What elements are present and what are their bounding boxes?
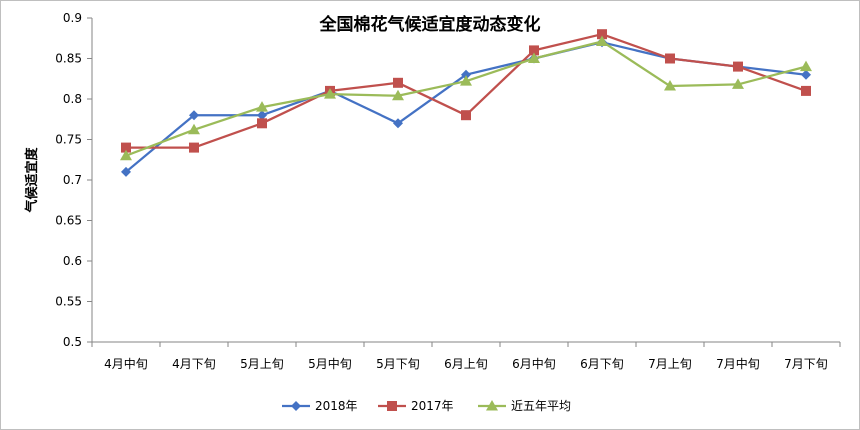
data-point bbox=[392, 89, 404, 101]
x-tick-label: 7月上旬 bbox=[648, 357, 692, 371]
legend-item: 近五年平均 bbox=[478, 399, 571, 413]
y-tick-label: 0.85 bbox=[55, 52, 82, 66]
legend-label: 2017年 bbox=[411, 399, 454, 413]
x-tick-label: 6月下旬 bbox=[580, 357, 624, 371]
data-point bbox=[257, 118, 267, 129]
data-point bbox=[189, 142, 199, 153]
y-tick-label: 0.5 bbox=[63, 335, 82, 349]
series-layer bbox=[120, 29, 812, 177]
data-point bbox=[801, 85, 811, 96]
legend: 2018年 2017年 近五年平均 bbox=[282, 399, 571, 413]
y-axis-label: 气候适宜度 bbox=[24, 147, 40, 213]
data-point bbox=[461, 110, 471, 121]
legend-label: 近五年平均 bbox=[511, 399, 571, 413]
chart-title: 全国棉花气候适宜度动态变化 bbox=[319, 14, 541, 35]
legend-marker bbox=[387, 401, 397, 411]
series-1 bbox=[121, 37, 811, 177]
x-tick-label: 4月中旬 bbox=[104, 356, 148, 371]
legend-item: 2017年 bbox=[378, 399, 454, 413]
x-tick-label: 7月中旬 bbox=[716, 356, 760, 371]
legend-label: 2018年 bbox=[315, 399, 358, 413]
legend-marker bbox=[486, 400, 498, 411]
y-tick-label: 0.65 bbox=[55, 214, 82, 228]
data-point bbox=[664, 80, 676, 91]
data-point bbox=[393, 118, 403, 129]
data-point bbox=[121, 142, 131, 153]
data-point bbox=[665, 53, 675, 64]
y-tick-label: 0.9 bbox=[63, 11, 82, 25]
y-tick-label: 0.7 bbox=[63, 173, 82, 187]
series-3 bbox=[120, 35, 812, 161]
y-tick-label: 0.55 bbox=[55, 295, 82, 309]
data-point bbox=[800, 60, 812, 72]
data-point bbox=[189, 110, 199, 121]
data-point bbox=[188, 123, 200, 135]
data-point bbox=[732, 78, 744, 89]
data-point bbox=[324, 88, 336, 99]
data-point bbox=[528, 52, 540, 63]
data-point bbox=[733, 61, 743, 72]
x-tick-label: 7月下旬 bbox=[784, 357, 828, 371]
data-point bbox=[801, 69, 811, 80]
x-tick-label: 6月上旬 bbox=[444, 357, 488, 371]
series-line bbox=[125, 40, 807, 157]
data-point bbox=[257, 110, 267, 121]
series-2 bbox=[121, 29, 811, 153]
x-tick-label: 5月上旬 bbox=[240, 357, 284, 371]
y-tick-label: 0.8 bbox=[63, 92, 82, 106]
data-point bbox=[461, 69, 471, 80]
x-tick-label: 5月下旬 bbox=[376, 357, 420, 371]
data-point bbox=[529, 45, 539, 56]
x-tick-label: 6月中旬 bbox=[512, 356, 556, 371]
data-point bbox=[121, 166, 131, 177]
y-tick-label: 0.75 bbox=[55, 133, 82, 147]
data-point bbox=[256, 101, 268, 112]
data-point bbox=[460, 75, 472, 86]
series-line bbox=[126, 33, 807, 149]
axes: 0.5 0.55 0.6 0.65 0.7 0.75 0.8 0.85 0.9 4月中旬 4月下旬 5… bbox=[55, 11, 841, 371]
data-point bbox=[393, 77, 403, 88]
data-point bbox=[120, 149, 132, 161]
data-point bbox=[596, 35, 608, 46]
y-tick-label: 0.6 bbox=[63, 254, 82, 268]
legend-item: 2018年 bbox=[282, 399, 358, 413]
x-tick-label: 5月中旬 bbox=[308, 356, 352, 371]
data-point bbox=[597, 29, 607, 40]
legend-marker bbox=[291, 401, 301, 411]
x-tick-label: 4月下旬 bbox=[172, 357, 216, 371]
